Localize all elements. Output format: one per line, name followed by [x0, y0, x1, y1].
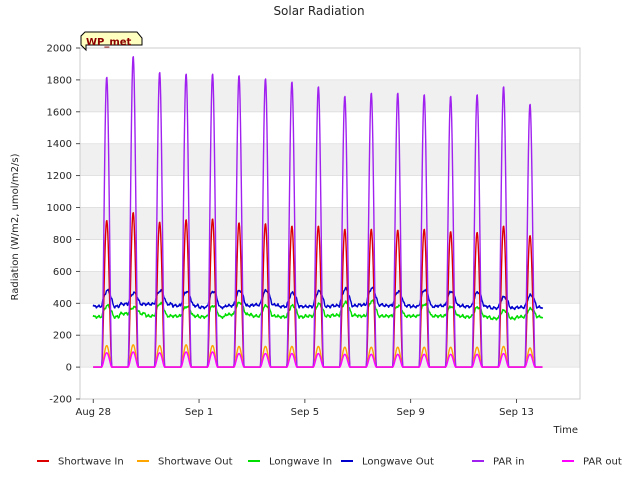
series-line-par-out: [92, 351, 543, 368]
x-axis-ticks: Aug 28 Sep 1 Sep 5 Sep 9 Sep 13: [76, 399, 534, 418]
y-tick-label: 1400: [47, 139, 72, 150]
badge-label: WP_met: [86, 37, 132, 48]
legend-label: PAR in: [493, 457, 524, 468]
grid-bands: [80, 79, 580, 368]
y-tick-label: 1000: [47, 203, 72, 214]
y-axis-title: Radiation (W/m2, umol/m2/s): [10, 153, 21, 300]
y-tick-label: 200: [53, 331, 72, 342]
y-tick-label: 1600: [47, 107, 72, 118]
grid-band: [80, 143, 580, 176]
x-tick-label: Sep 13: [499, 407, 534, 418]
y-tick-label: 600: [53, 267, 72, 278]
legend-label: Longwave In: [269, 457, 332, 468]
grid-band: [80, 207, 580, 240]
series-line-longwave-out: [92, 286, 544, 311]
y-tick-label: 1200: [47, 171, 72, 182]
x-tick-label: Aug 28: [76, 407, 111, 418]
legend-label: Shortwave Out: [158, 457, 233, 468]
legend-label: PAR out: [583, 457, 622, 468]
y-tick-label: 800: [53, 235, 72, 246]
legend: Shortwave In Shortwave Out Longwave In Long…: [37, 457, 622, 468]
grid-band: [80, 79, 580, 112]
x-tick-label: Sep 9: [396, 407, 424, 418]
y-tick-label: 400: [53, 299, 72, 310]
series-line-longwave-in: [92, 299, 544, 321]
legend-label: Longwave Out: [362, 457, 434, 468]
y-tick-label: 1800: [47, 75, 72, 86]
legend-label: Shortwave In: [58, 457, 124, 468]
x-axis-title: Time: [553, 425, 578, 436]
series-layer: [92, 56, 544, 368]
y-tick-label: 0: [66, 363, 72, 374]
wp-met-badge: WP_met: [80, 31, 143, 52]
plot-frame: [79, 47, 581, 400]
y-tick-label: 2000: [47, 44, 72, 55]
y-axis-ticks: -200 0 200 400 600 800 1000 1200 1400 1600 1800 200…: [47, 44, 80, 406]
x-tick-label: Sep 5: [291, 407, 319, 418]
x-tick-label: Sep 1: [185, 407, 213, 418]
chart-title: Solar Radiation: [273, 4, 364, 18]
y-tick-label: -200: [49, 395, 72, 406]
